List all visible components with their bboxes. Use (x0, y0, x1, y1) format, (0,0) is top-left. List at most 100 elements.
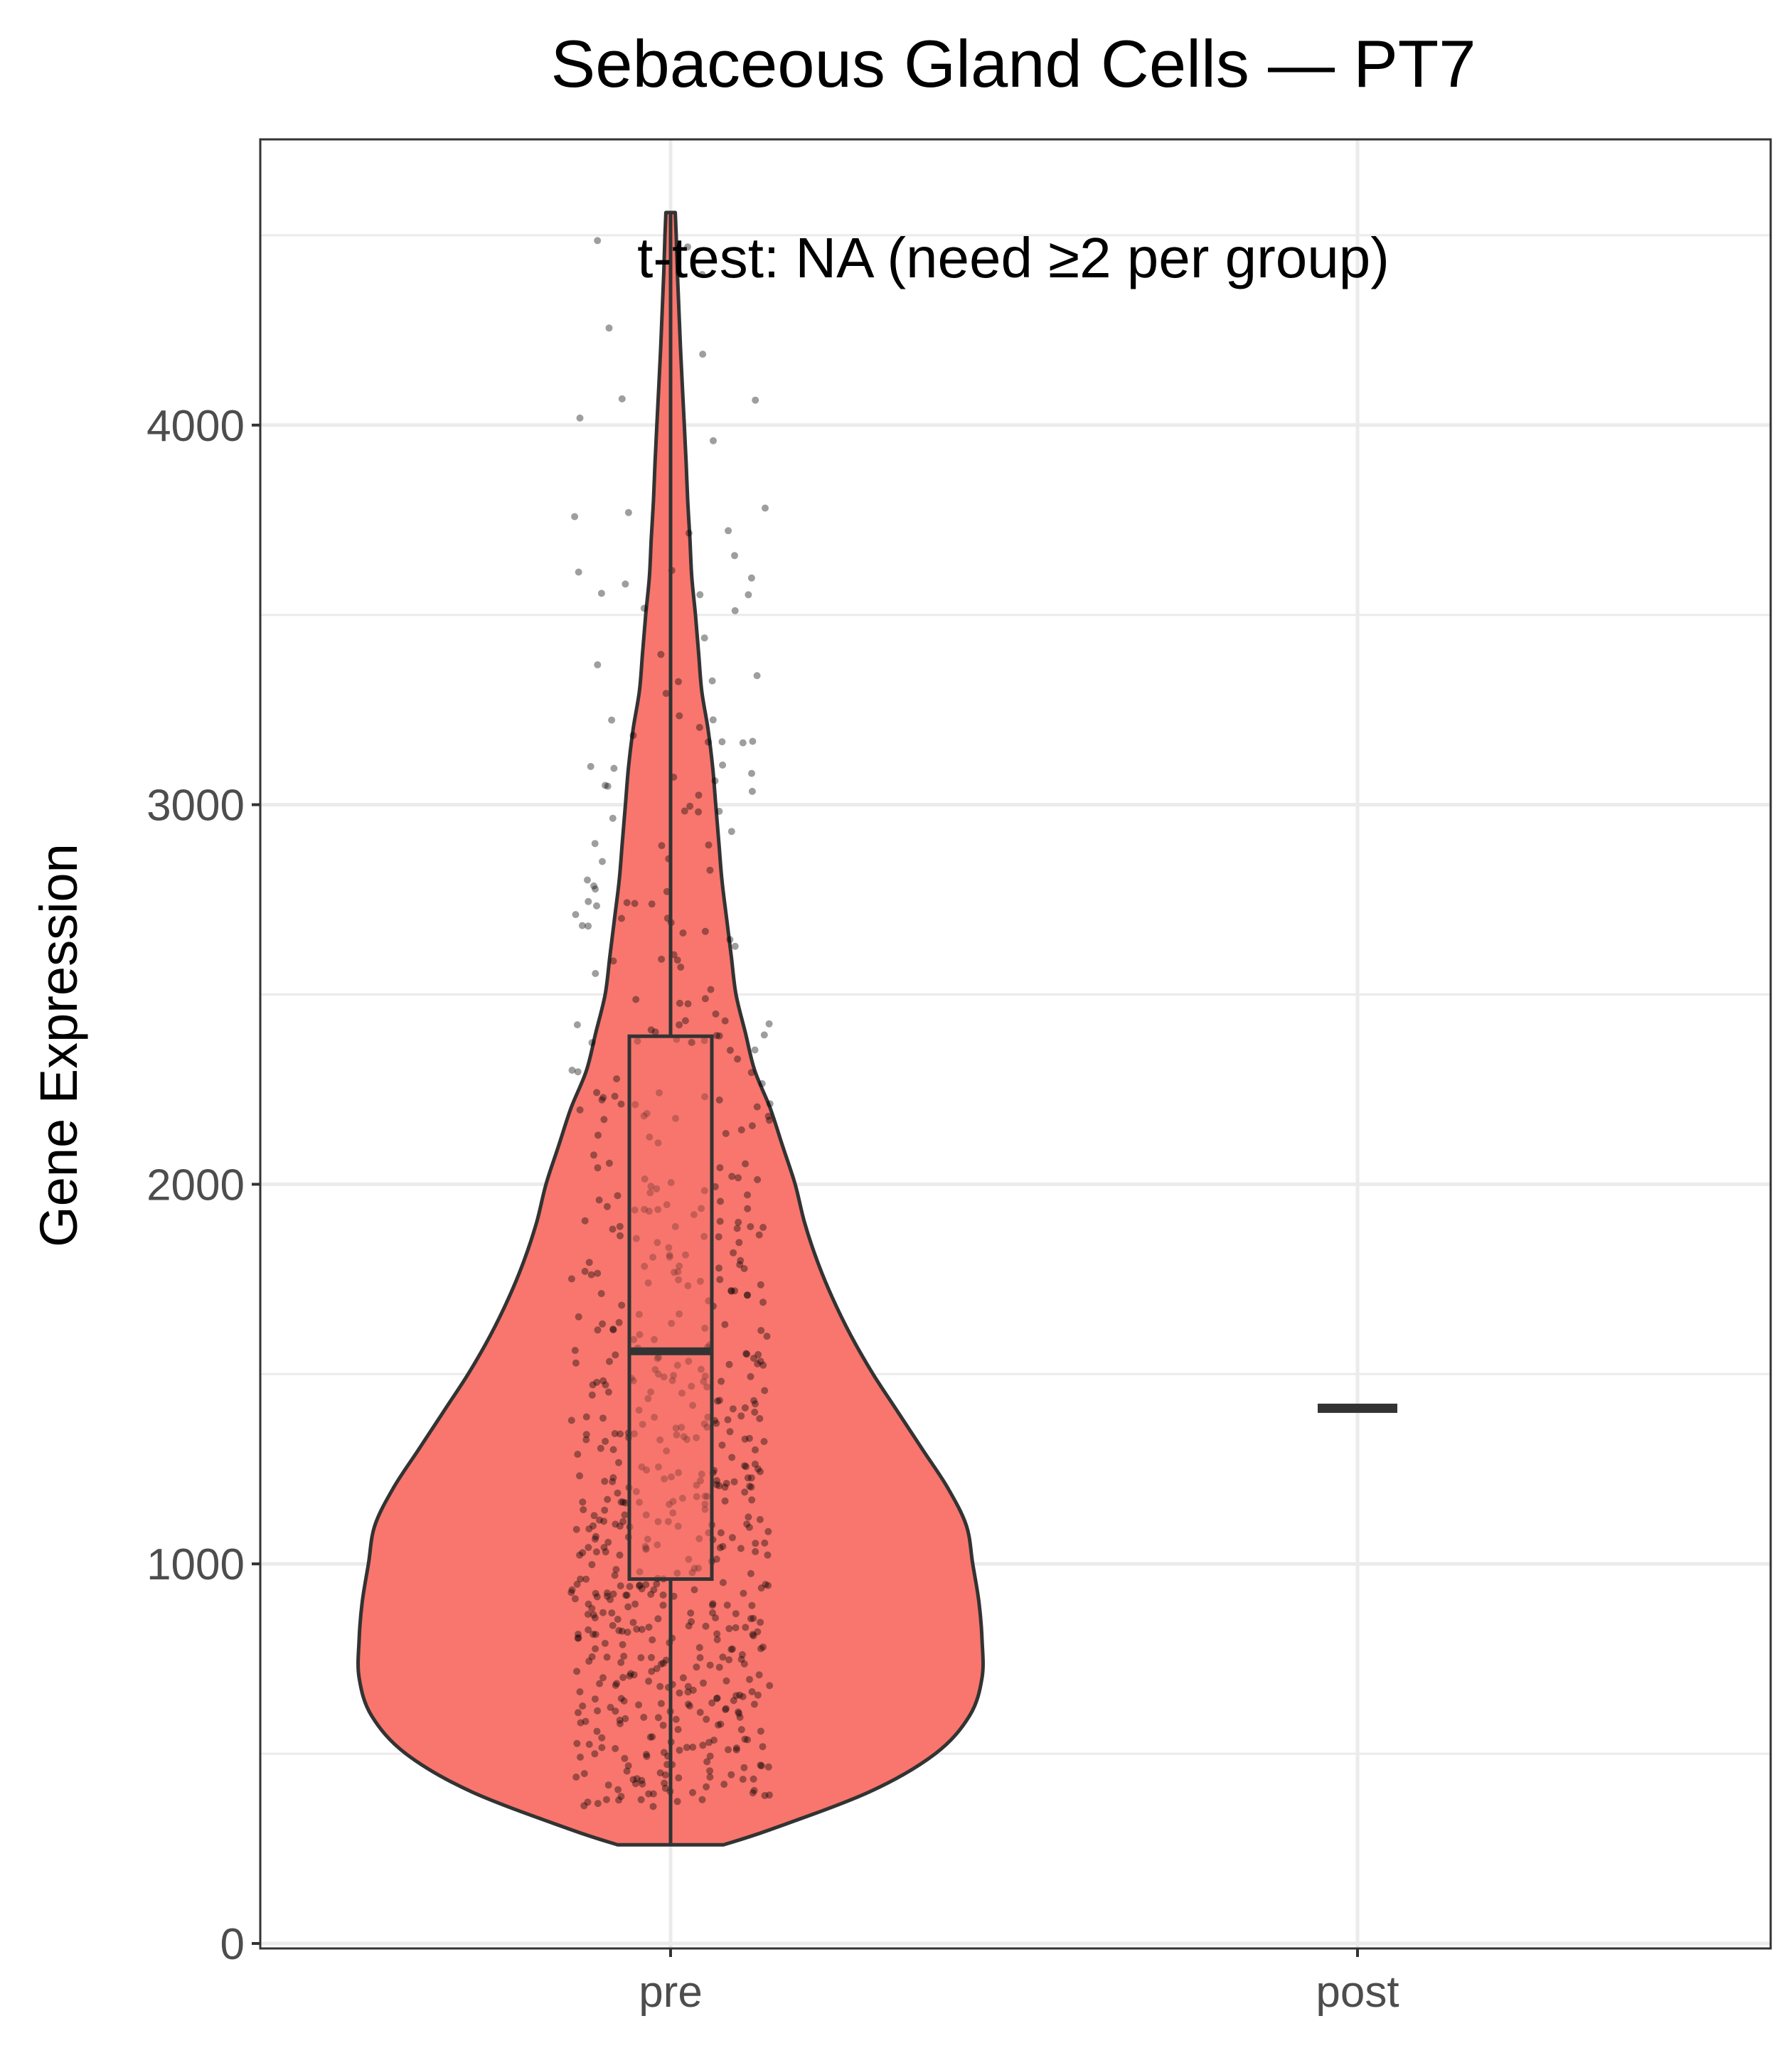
data-point (636, 1330, 644, 1338)
data-point (733, 1225, 741, 1232)
data-point (599, 1320, 607, 1328)
data-point (689, 1744, 697, 1751)
data-point (678, 1424, 686, 1431)
data-point (567, 1417, 575, 1424)
data-point (680, 1433, 688, 1441)
data-point (614, 1786, 622, 1793)
data-point (587, 1271, 595, 1279)
data-point (727, 1771, 735, 1778)
data-point (748, 1688, 756, 1695)
data-point (717, 1198, 724, 1205)
data-point (581, 1217, 589, 1225)
data-point (576, 1106, 584, 1114)
data-point (718, 1377, 725, 1385)
data-point (572, 1359, 580, 1367)
data-point (615, 1627, 623, 1634)
data-point (592, 1589, 599, 1597)
data-point (630, 1671, 638, 1679)
data-point (709, 1600, 717, 1608)
data-point (715, 1096, 723, 1104)
data-point (631, 1600, 639, 1608)
data-point (701, 1372, 709, 1380)
data-point (575, 568, 582, 576)
data-point (585, 1741, 593, 1748)
data-point (674, 1268, 682, 1276)
data-point (726, 936, 734, 944)
y-axis-title: Gene Expression (29, 843, 88, 1247)
data-point (595, 1196, 603, 1204)
data-point (752, 396, 759, 404)
data-point (741, 1462, 748, 1470)
data-point (582, 1575, 590, 1583)
data-point (714, 1397, 721, 1405)
t-test-annotation: t-test: NA (need ≥2 per group) (637, 226, 1390, 289)
data-point (715, 1032, 723, 1040)
data-point (649, 1733, 656, 1741)
data-point (643, 1752, 651, 1760)
data-point (693, 1481, 700, 1489)
data-point (666, 1253, 673, 1261)
data-point (683, 1436, 690, 1444)
data-point (681, 1017, 689, 1025)
data-point (631, 1430, 638, 1438)
data-point (744, 1474, 752, 1482)
data-point (631, 1206, 639, 1214)
data-point (739, 739, 747, 747)
data-point (645, 1790, 653, 1798)
data-point (617, 1720, 624, 1727)
data-point (753, 1103, 761, 1111)
data-point (719, 761, 727, 769)
data-point (762, 1581, 769, 1588)
data-point (765, 1020, 773, 1028)
data-point (653, 1185, 661, 1193)
data-point (594, 1326, 602, 1334)
data-point (620, 1653, 628, 1660)
data-point (644, 1394, 652, 1402)
data-point (671, 1269, 678, 1276)
data-point (675, 678, 682, 686)
data-point (594, 1707, 602, 1714)
data-point (621, 1511, 629, 1519)
data-point (614, 1192, 622, 1200)
data-point (660, 1749, 668, 1756)
data-point (676, 1021, 683, 1029)
data-point (585, 1544, 592, 1552)
data-point (606, 1358, 613, 1365)
data-point (750, 1775, 757, 1783)
data-point (744, 1191, 751, 1199)
data-point (588, 1653, 596, 1660)
data-point (632, 996, 640, 1003)
data-point (676, 1310, 683, 1318)
data-point (612, 1744, 619, 1752)
data-point (751, 1460, 759, 1468)
data-point (622, 1591, 630, 1599)
data-point (639, 1780, 646, 1788)
data-point (644, 1535, 651, 1543)
data-point (686, 802, 694, 810)
data-point (721, 1483, 729, 1491)
data-point (713, 1630, 721, 1638)
data-point (684, 1700, 692, 1708)
data-point (573, 1021, 581, 1029)
data-point (666, 1252, 673, 1259)
data-point (636, 1498, 644, 1506)
data-point (734, 1055, 742, 1063)
data-point (700, 1679, 707, 1687)
data-point (757, 1727, 764, 1735)
data-point (700, 1187, 708, 1195)
data-point (726, 1047, 734, 1054)
data-point (599, 1094, 607, 1102)
data-point (751, 1408, 759, 1416)
data-point (715, 1264, 722, 1272)
data-point (689, 1686, 697, 1694)
data-point (624, 508, 632, 516)
data-point (600, 1116, 608, 1124)
data-point (585, 1525, 593, 1532)
data-point (572, 911, 580, 919)
data-point (590, 1631, 597, 1638)
data-point (730, 1697, 737, 1705)
data-point (690, 1211, 698, 1219)
data-point (674, 1726, 682, 1734)
ticks-layer: 0 1000 2000 3000 4000 pre post (146, 402, 1399, 2017)
data-point (735, 1710, 743, 1717)
